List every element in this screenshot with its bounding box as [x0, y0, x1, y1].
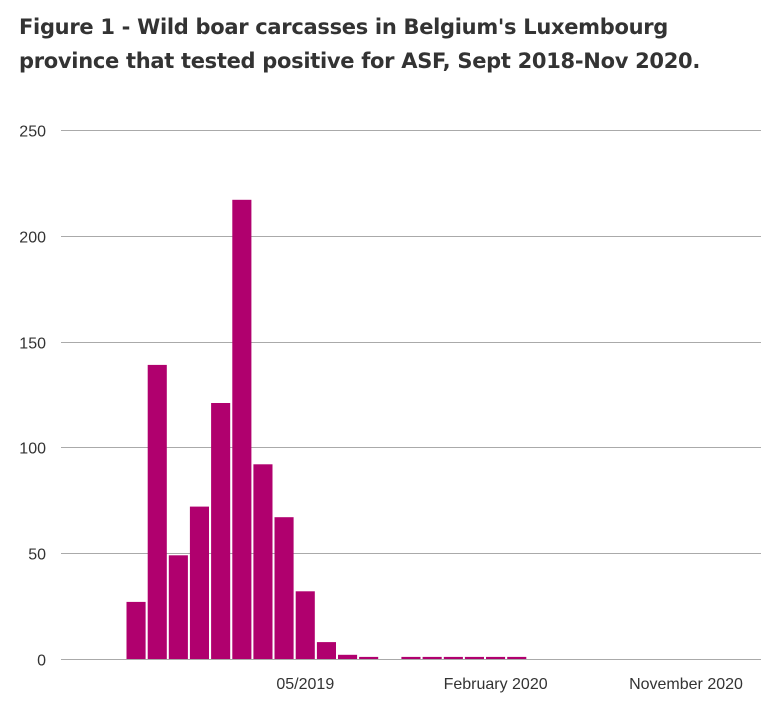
bar: [507, 656, 527, 659]
bar: [422, 656, 442, 659]
bar: [316, 642, 336, 659]
y-axis-tick-labels: 0 50 100 150 200 250: [19, 124, 46, 670]
bar: [359, 656, 379, 659]
bar: [486, 656, 506, 659]
bars: [126, 199, 527, 660]
bar: [147, 364, 167, 659]
bar: [464, 656, 484, 659]
y-tick-label: 0: [37, 653, 46, 670]
bar: [232, 199, 252, 660]
y-tick-label: 200: [19, 230, 46, 247]
bar: [126, 601, 146, 659]
bar: [253, 464, 273, 659]
bar: [401, 656, 421, 659]
y-tick-label: 150: [19, 336, 46, 353]
x-tick-label: 05/2019: [276, 676, 334, 693]
gridlines: [61, 130, 761, 660]
bar: [189, 506, 209, 659]
bar: [168, 555, 188, 659]
bar: [295, 591, 315, 659]
bar: [443, 656, 463, 659]
bar: [211, 403, 231, 659]
x-tick-label: November 2020: [629, 676, 743, 693]
bar: [338, 654, 358, 659]
bar: [274, 517, 294, 659]
y-tick-label: 250: [19, 124, 46, 141]
y-tick-label: 50: [28, 547, 46, 564]
x-axis-tick-labels: 05/2019 February 2020 November 2020: [276, 676, 743, 693]
chart-title: Figure 1 - Wild boar carcasses in Belgiu…: [19, 15, 701, 73]
x-tick-label: February 2020: [444, 676, 548, 693]
y-tick-label: 100: [19, 441, 46, 458]
